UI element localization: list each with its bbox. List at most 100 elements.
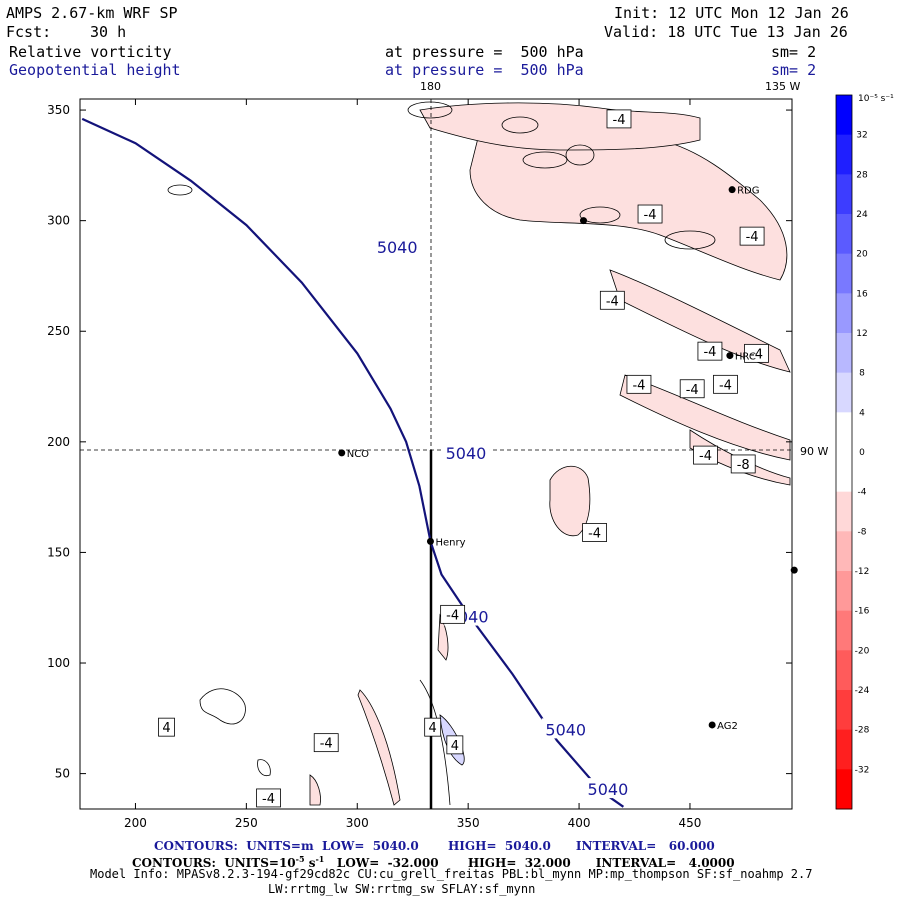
vorticity-label-box xyxy=(697,341,723,361)
vorticity-label-box xyxy=(158,717,175,737)
x-tick-label: 350 xyxy=(457,816,480,830)
colorbar-swatch xyxy=(836,650,852,691)
model-info-2: LW:rrtmg_lw SW:rrtmg_sw SFLAY:sf_mynn xyxy=(268,882,536,896)
colorbar-swatch xyxy=(836,690,852,731)
colorbar-tick-label: -4 xyxy=(858,488,867,498)
vorticity-label-box xyxy=(693,445,718,465)
colorbar: 32 28 24 20 16 12 8 4 0 -4 -8 -12 -16 -20 -24 -28 -32 xyxy=(835,94,870,810)
colorbar-tick-label: 20 xyxy=(856,250,868,260)
vorticity-label-box xyxy=(713,374,738,394)
colorbar-swatch xyxy=(836,412,852,453)
height-contours xyxy=(81,117,625,808)
field1-name: Relative vorticity xyxy=(9,43,172,61)
station-dot xyxy=(708,721,716,729)
height-contour-5040 xyxy=(81,117,625,808)
station-dot xyxy=(426,537,434,545)
vorticity-label-box xyxy=(256,788,281,808)
colorbar-swatch xyxy=(836,253,852,294)
height-label-bg xyxy=(373,236,422,257)
x-tick-label: 450 xyxy=(679,816,702,830)
colorbar-swatch xyxy=(836,134,852,175)
colorbar-tick-label: 8 xyxy=(859,369,865,379)
x-tick-label: 200 xyxy=(124,816,147,830)
vorticity-label-box xyxy=(679,379,705,399)
field1-level: at pressure = 500 hPa xyxy=(385,43,584,61)
colorbar-tick-label: 24 xyxy=(856,210,868,220)
vorticity-label: -4 xyxy=(446,608,459,623)
x-tick-label: 400 xyxy=(568,816,591,830)
colorbar-frame xyxy=(835,94,853,810)
height-contour-label: 5040 xyxy=(446,444,487,463)
vorticity-label-box xyxy=(599,290,625,310)
colorbar-tick-label: -32 xyxy=(855,765,870,775)
vorticity-label: -4 xyxy=(746,230,759,245)
height-contour-label: 5040 xyxy=(377,238,418,257)
station-dot xyxy=(728,186,736,194)
station-dot xyxy=(790,566,798,574)
colorbar-tick-label: -12 xyxy=(855,567,870,577)
station-label: AG2 xyxy=(717,721,738,732)
vorticity-label: -4 xyxy=(262,792,275,807)
contours-vort-d: -1 xyxy=(315,854,325,864)
contours-vort-e: LOW= -32.000 HIGH= 32.000 INTERVAL= 4.00… xyxy=(324,856,735,870)
colorbar-swatch xyxy=(836,293,852,334)
vorticity-label: -8 xyxy=(737,458,750,473)
vorticity-label: -4 xyxy=(750,347,763,362)
vorticity-label: -4 xyxy=(699,449,712,464)
colorbar-swatch xyxy=(836,333,852,374)
y-tick-label: 200 xyxy=(47,435,70,449)
vorticity-label: -4 xyxy=(703,345,716,360)
plot-frame xyxy=(79,98,793,810)
vorticity-label-box xyxy=(582,523,607,542)
vorticity-label: -4 xyxy=(606,294,619,309)
vorticity-label-box xyxy=(739,226,765,246)
colorbar-tick-label: 32 xyxy=(856,131,867,141)
colorbar-tick-label: 16 xyxy=(856,289,868,299)
colorbar-swatch xyxy=(836,372,852,413)
vorticity-label: -4 xyxy=(686,383,699,398)
contours-vorticity-info: CONTOURS: UNITS=10-5 s-1 LOW= -32.000 HI… xyxy=(132,851,735,872)
model-title: AMPS 2.67-km WRF SP xyxy=(6,4,178,22)
station-dot xyxy=(580,217,588,225)
vorticity-label: -4 xyxy=(632,378,645,393)
vorticity-label: -4 xyxy=(719,378,732,393)
y-tick-label: 50 xyxy=(55,767,70,781)
vorticity-label: -4 xyxy=(320,737,333,752)
height-label-bg xyxy=(441,441,490,462)
colorbar-swatch xyxy=(836,769,852,810)
height-contour-label: 5040 xyxy=(588,780,629,799)
colorbar-tick-label: 0 xyxy=(859,448,865,458)
vorticity-field xyxy=(309,102,791,806)
x-tick-label: 250 xyxy=(235,816,258,830)
field2-name: Geopotential height xyxy=(9,61,181,79)
y-tick-label: 100 xyxy=(47,656,70,670)
colorbar-tick-label: -16 xyxy=(855,607,870,617)
contours-vort-c: s xyxy=(304,856,316,870)
stations: NCO Henry RDG HRC AG2 xyxy=(338,186,798,732)
field1-smoothing: sm= 2 xyxy=(771,43,817,61)
axes: 200 250 300 350 400 450 50 100 150 200 250 300 350 xyxy=(47,99,792,830)
contours-vort-a: CONTOURS: UNITS=10 xyxy=(132,856,296,870)
init-time: Init: 12 UTC Mon 12 Jan 26 xyxy=(614,4,849,22)
vorticity-label-box xyxy=(606,109,632,129)
height-contour-label: 5040 xyxy=(545,720,586,739)
fcst-label: Fcst: xyxy=(6,23,52,41)
station-label: RDG xyxy=(737,186,759,197)
y-tick-label: 250 xyxy=(47,324,70,338)
vorticity-labels: -4-4-4-4-4 -4-4 -4 -4-4-8-4-44 44-4-4 xyxy=(158,109,769,808)
vorticity-label: -4 xyxy=(644,208,657,223)
lon-180-label: 180 xyxy=(420,80,441,93)
station-dot xyxy=(726,352,734,360)
contours-height-info: CONTOURS: UNITS=m LOW= 5040.0 HIGH= 5040… xyxy=(154,839,715,853)
model-info: Model Info: MPASv8.2.3-194-gf29cd82c CU:… xyxy=(90,867,813,881)
fcst-value: 30 h xyxy=(90,23,127,41)
colorbar-swatch xyxy=(836,95,852,136)
vorticity-label: 4 xyxy=(451,739,459,754)
field2-smoothing: sm= 2 xyxy=(771,61,817,79)
vorticity-label-box xyxy=(730,454,756,474)
colorbar-tick-label: 12 xyxy=(856,329,867,339)
colorbar-tick-label: -28 xyxy=(855,726,870,736)
vorticity-label-box xyxy=(424,717,442,737)
